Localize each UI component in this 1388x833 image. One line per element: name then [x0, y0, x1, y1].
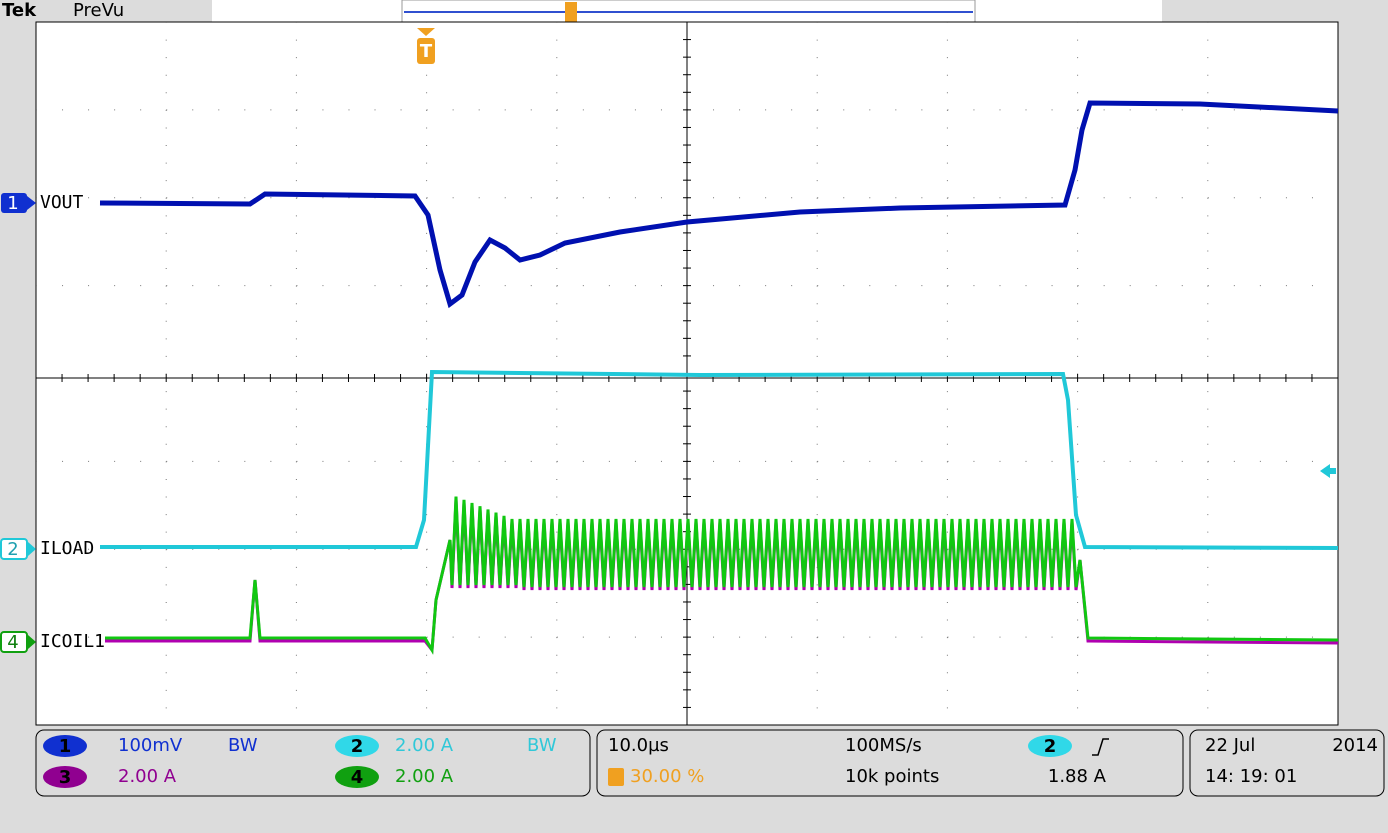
ch2-badge [335, 735, 379, 757]
ch4-marker [0, 631, 28, 653]
trigger-pos-icon [608, 768, 624, 786]
record-length: 10k points [845, 766, 939, 787]
trigger-source: 2 [1044, 736, 1057, 757]
trigger-box [417, 38, 435, 64]
ch1-arrow [27, 196, 36, 210]
vout-trace [99, 100, 1339, 309]
ch1-number: 1 [7, 193, 18, 214]
trace-label: VOUT [40, 192, 84, 213]
trigger-arrow [417, 28, 435, 36]
ch4-number: 4 [7, 632, 18, 653]
ch4-badge-number: 4 [351, 767, 364, 788]
ch2-badge-number: 2 [351, 736, 364, 757]
ch3-badge-number: 3 [59, 767, 72, 788]
trigger-level: 1.88 A [1048, 766, 1107, 787]
ch1-badge [43, 735, 87, 757]
year: 2014 [1332, 735, 1378, 756]
ch4-scale: 2.00 A [395, 766, 454, 787]
ch2-bw: BW [527, 735, 557, 756]
trigger-position: 30.00 % [630, 766, 704, 787]
ch2-scale: 2.00 A [395, 735, 454, 756]
ch1-badge-number: 1 [59, 736, 72, 757]
brand: Tek [2, 0, 37, 21]
icoil-green-trace [105, 496, 1339, 655]
sample-rate: 100MS/s [845, 735, 922, 756]
trigger-letter: T [420, 41, 433, 62]
ch3-scale: 2.00 A [118, 766, 177, 787]
iload-trace [100, 369, 1339, 550]
ch2-arrow [28, 542, 36, 556]
date: 22 Jul [1205, 735, 1255, 756]
ch2-number: 2 [7, 539, 18, 560]
ch3-badge [43, 766, 87, 788]
ch4-badge [335, 766, 379, 788]
ch4-arrow [28, 635, 36, 649]
mode: PreVu [73, 0, 124, 21]
time: 14: 19: 01 [1205, 766, 1297, 787]
date-panel [1189, 729, 1385, 797]
ch1-marker [1, 193, 27, 213]
trace-label: ICOIL1 [40, 631, 105, 652]
trigger-source-badge [1028, 735, 1072, 757]
ch2-marker [0, 538, 28, 560]
trigger-slope [1092, 738, 1109, 756]
trigger-level-arrow [1320, 464, 1336, 478]
trace-label: ILOAD [40, 538, 94, 559]
record-trigger-icon [565, 2, 577, 22]
time-scale: 10.0µs [608, 735, 669, 756]
ch1-scale: 100mV [118, 735, 183, 756]
channel-panel [35, 729, 591, 797]
ch1-bw: BW [228, 735, 258, 756]
